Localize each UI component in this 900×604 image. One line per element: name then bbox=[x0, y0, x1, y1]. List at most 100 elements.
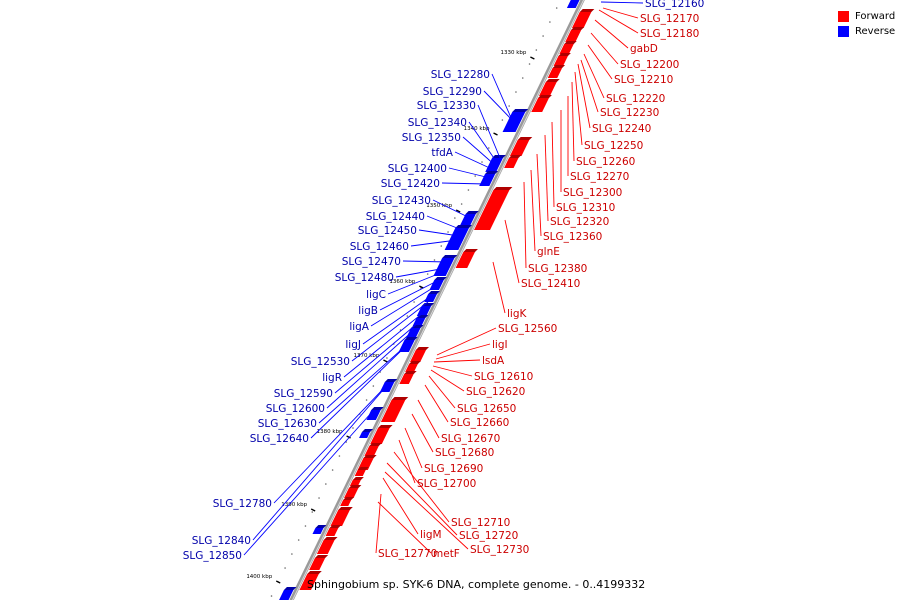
leader-line bbox=[587, 44, 613, 80]
scale-label-1360-kbp: 1360 kbp bbox=[389, 279, 415, 285]
scale-ticks: 1330 kbp 1340 kbp 1350 kbp 1360 kbp 1370 kbp… bbox=[246, 7, 558, 597]
reverse-gene-10 bbox=[416, 303, 435, 316]
scale-tick bbox=[346, 435, 351, 439]
forward-gene-8 bbox=[509, 137, 533, 156]
forward-label-slg-12560: SLG_12560 bbox=[498, 323, 557, 335]
backbone-line bbox=[287, 0, 585, 604]
forward-gene-26 bbox=[309, 555, 329, 570]
leader-line bbox=[273, 385, 387, 504]
leader-line bbox=[424, 384, 449, 423]
forward-gene-3 bbox=[559, 41, 577, 54]
legend-reverse-label: Reverse bbox=[855, 26, 896, 37]
leader-line bbox=[580, 59, 599, 113]
leader-line bbox=[571, 81, 575, 162]
tick-dot bbox=[318, 497, 320, 499]
forward-label-slg-12620: SLG_12620 bbox=[466, 386, 525, 398]
leader-line bbox=[410, 239, 458, 247]
leader-line bbox=[462, 136, 497, 167]
forward-label-slg-12300: SLG_12300 bbox=[563, 187, 622, 199]
reverse-gene-4 bbox=[479, 171, 499, 186]
tick-dot bbox=[325, 483, 327, 485]
leader-line bbox=[318, 341, 411, 424]
reverse-label-slg-12590: SLG_12590 bbox=[274, 388, 333, 400]
forward-label-slg-12210: SLG_12210 bbox=[614, 74, 673, 86]
scale-tick bbox=[455, 209, 461, 213]
tick-dot bbox=[549, 21, 551, 23]
reverse-label-slg-12470: SLG_12470 bbox=[342, 256, 401, 268]
forward-label-slg-12720: SLG_12720 bbox=[459, 530, 518, 542]
tick-dot bbox=[447, 231, 449, 233]
scale-tick bbox=[530, 56, 535, 60]
legend: Forward Reverse bbox=[838, 9, 895, 39]
forward-gene-17 bbox=[364, 443, 382, 456]
leader-line bbox=[598, 9, 639, 34]
forward-label-ligi: ligI bbox=[492, 339, 508, 351]
forward-label-slg-12770: SLG_12770 bbox=[378, 548, 437, 560]
reverse-gene-5 bbox=[459, 211, 479, 226]
leader-line bbox=[551, 121, 555, 208]
gene-labels: SLG_12170 SLG_12180 gabD SLG_12200 SLG_12210… bbox=[183, 0, 705, 562]
tick-dot bbox=[508, 105, 510, 107]
reverse-swatch bbox=[838, 26, 849, 37]
forward-label-slg-12610: SLG_12610 bbox=[474, 371, 533, 383]
scale-label-1400-kbp: 1400 kbp bbox=[246, 574, 272, 580]
leader-line bbox=[343, 311, 425, 378]
leader-line bbox=[362, 295, 432, 345]
reverse-label-ligr: ligR bbox=[322, 372, 342, 384]
leader-line bbox=[477, 104, 501, 159]
forward-label-ligm: ligM bbox=[420, 529, 442, 541]
leader-line bbox=[491, 73, 513, 121]
reverse-label-tfda: tfdA bbox=[431, 147, 453, 159]
leader-lines bbox=[243, 1, 644, 556]
tick-dot bbox=[515, 91, 517, 93]
leader-line bbox=[386, 462, 458, 536]
forward-gene-2 bbox=[565, 27, 585, 42]
reverse-label-slg-12530: SLG_12530 bbox=[291, 356, 350, 368]
leader-line bbox=[384, 471, 469, 550]
leader-line bbox=[583, 53, 605, 99]
forward-label-slg-12260: SLG_12260 bbox=[576, 156, 635, 168]
tick-dot bbox=[270, 595, 273, 597]
tick-dot bbox=[426, 273, 429, 275]
leader-line bbox=[454, 151, 495, 171]
reverse-gene-18 bbox=[279, 587, 297, 600]
tick-dot bbox=[331, 469, 334, 471]
leader-line bbox=[504, 219, 520, 284]
leader-line bbox=[351, 301, 429, 362]
forward-gene-1 bbox=[571, 9, 595, 28]
reverse-label-slg-12440: SLG_12440 bbox=[366, 211, 425, 223]
forward-label-slg-12240: SLG_12240 bbox=[592, 123, 651, 135]
reverse-gene-6 bbox=[444, 225, 472, 250]
leader-line bbox=[574, 71, 583, 146]
forward-gene-13 bbox=[405, 361, 421, 372]
tick-dot bbox=[352, 427, 354, 429]
forward-label-slg-12170: SLG_12170 bbox=[640, 13, 699, 25]
leader-line bbox=[448, 167, 491, 179]
tick-dot bbox=[433, 259, 436, 261]
reverse-label-slg-12640: SLG_12640 bbox=[250, 433, 309, 445]
tick-dot bbox=[555, 7, 558, 9]
forward-gene-25 bbox=[316, 537, 338, 554]
forward-label-slg-12660: SLG_12660 bbox=[450, 417, 509, 429]
forward-gene-7 bbox=[531, 95, 552, 112]
leader-line bbox=[393, 451, 450, 523]
forward-label-slg-12680: SLG_12680 bbox=[435, 447, 494, 459]
leader-line bbox=[243, 411, 373, 556]
reverse-label-slg-12400: SLG_12400 bbox=[388, 163, 447, 175]
forward-gene-14 bbox=[399, 371, 417, 384]
tick-dot bbox=[372, 385, 375, 387]
leader-line bbox=[600, 1, 644, 4]
tick-dot bbox=[440, 245, 443, 247]
tick-dot bbox=[542, 35, 544, 37]
leader-line bbox=[334, 321, 420, 394]
scale-label-1390-kbp: 1390 kbp bbox=[281, 502, 307, 508]
leader-line bbox=[432, 365, 473, 377]
leader-line bbox=[370, 285, 437, 327]
leader-line bbox=[387, 271, 444, 295]
forward-gene-21 bbox=[344, 485, 362, 498]
leader-line bbox=[523, 181, 527, 269]
forward-label-slg-12410: SLG_12410 bbox=[521, 278, 580, 290]
leader-line bbox=[432, 199, 471, 219]
tick-dot bbox=[528, 63, 531, 65]
leader-line bbox=[483, 90, 515, 123]
